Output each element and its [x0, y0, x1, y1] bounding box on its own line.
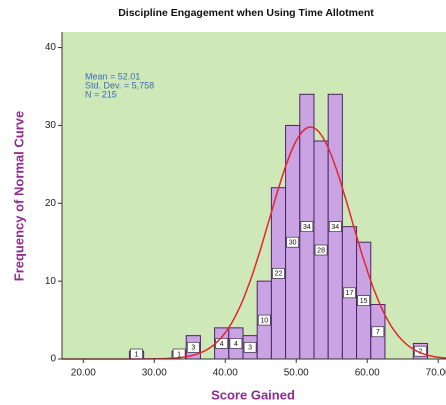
data-label-bg: [300, 221, 314, 232]
data-label-box: 17: [343, 287, 356, 299]
x-tick-label: 50.00: [284, 368, 309, 379]
chart-title: Discipline Engagement when Using Time Al…: [118, 7, 374, 19]
x-tick-label: 60.00: [355, 368, 380, 379]
data-label: 17: [346, 290, 354, 297]
y-tick-label: 30: [45, 120, 57, 131]
data-label-box: 15: [357, 295, 371, 306]
data-label-box: 1: [130, 348, 143, 360]
data-label: 15: [360, 298, 368, 305]
y-tick-label: 0: [50, 354, 56, 365]
data-label-box: 7: [371, 326, 385, 338]
data-label: 34: [303, 224, 311, 231]
data-label-bg: [272, 268, 285, 279]
data-label-bg: [229, 338, 243, 349]
data-label-box: 22: [272, 268, 285, 279]
data-label-bg: [243, 341, 257, 353]
data-label-box: 28: [314, 244, 328, 256]
stats-label: Std. Dev. = 5,758: [85, 80, 154, 90]
x-tick-label: 70.00: [426, 368, 446, 379]
data-label: 3: [248, 345, 252, 352]
data-label: 34: [331, 224, 339, 231]
stats-label: Mean = 52.01: [85, 71, 140, 81]
data-label: 1: [135, 351, 139, 358]
y-tick-label: 20: [45, 198, 57, 209]
data-label-bg: [314, 244, 328, 256]
data-label: 1: [177, 351, 181, 358]
data-label-box: 3: [186, 341, 200, 353]
data-label-box: 30: [286, 236, 300, 248]
data-label-bg: [371, 326, 385, 338]
data-label-bg: [414, 345, 427, 357]
data-label-box: 4: [215, 338, 229, 349]
data-label: 4: [234, 341, 238, 348]
data-label-box: 3: [243, 341, 257, 353]
data-label-bg: [357, 295, 371, 306]
x-tick-label: 40.00: [213, 368, 238, 379]
data-label-box: 4: [229, 338, 243, 349]
y-axis-label: Frequency of Normal Curve: [11, 111, 26, 282]
x-axis-label: Score Gained: [211, 387, 295, 402]
data-label: 28: [317, 247, 325, 254]
data-label-box: 34: [328, 221, 342, 232]
data-label-bg: [286, 236, 300, 248]
data-label: 3: [191, 345, 195, 352]
data-label-box: 34: [300, 221, 314, 232]
data-label: 7: [376, 329, 380, 336]
data-label-bg: [186, 341, 200, 353]
data-label: 22: [275, 271, 283, 278]
y-tick-label: 10: [45, 276, 57, 287]
data-label-bg: [257, 314, 271, 326]
data-label: 4: [220, 341, 224, 348]
stats-label: N = 215: [85, 89, 117, 99]
data-label-bg: [328, 221, 342, 232]
x-tick-label: 30.00: [142, 368, 167, 379]
data-label: 30: [289, 240, 297, 247]
data-label: 10: [260, 317, 268, 324]
data-label-box: 10: [257, 314, 271, 326]
data-label-bg: [343, 287, 356, 299]
y-tick-label: 40: [45, 42, 57, 53]
x-tick-label: 20.00: [71, 368, 96, 379]
